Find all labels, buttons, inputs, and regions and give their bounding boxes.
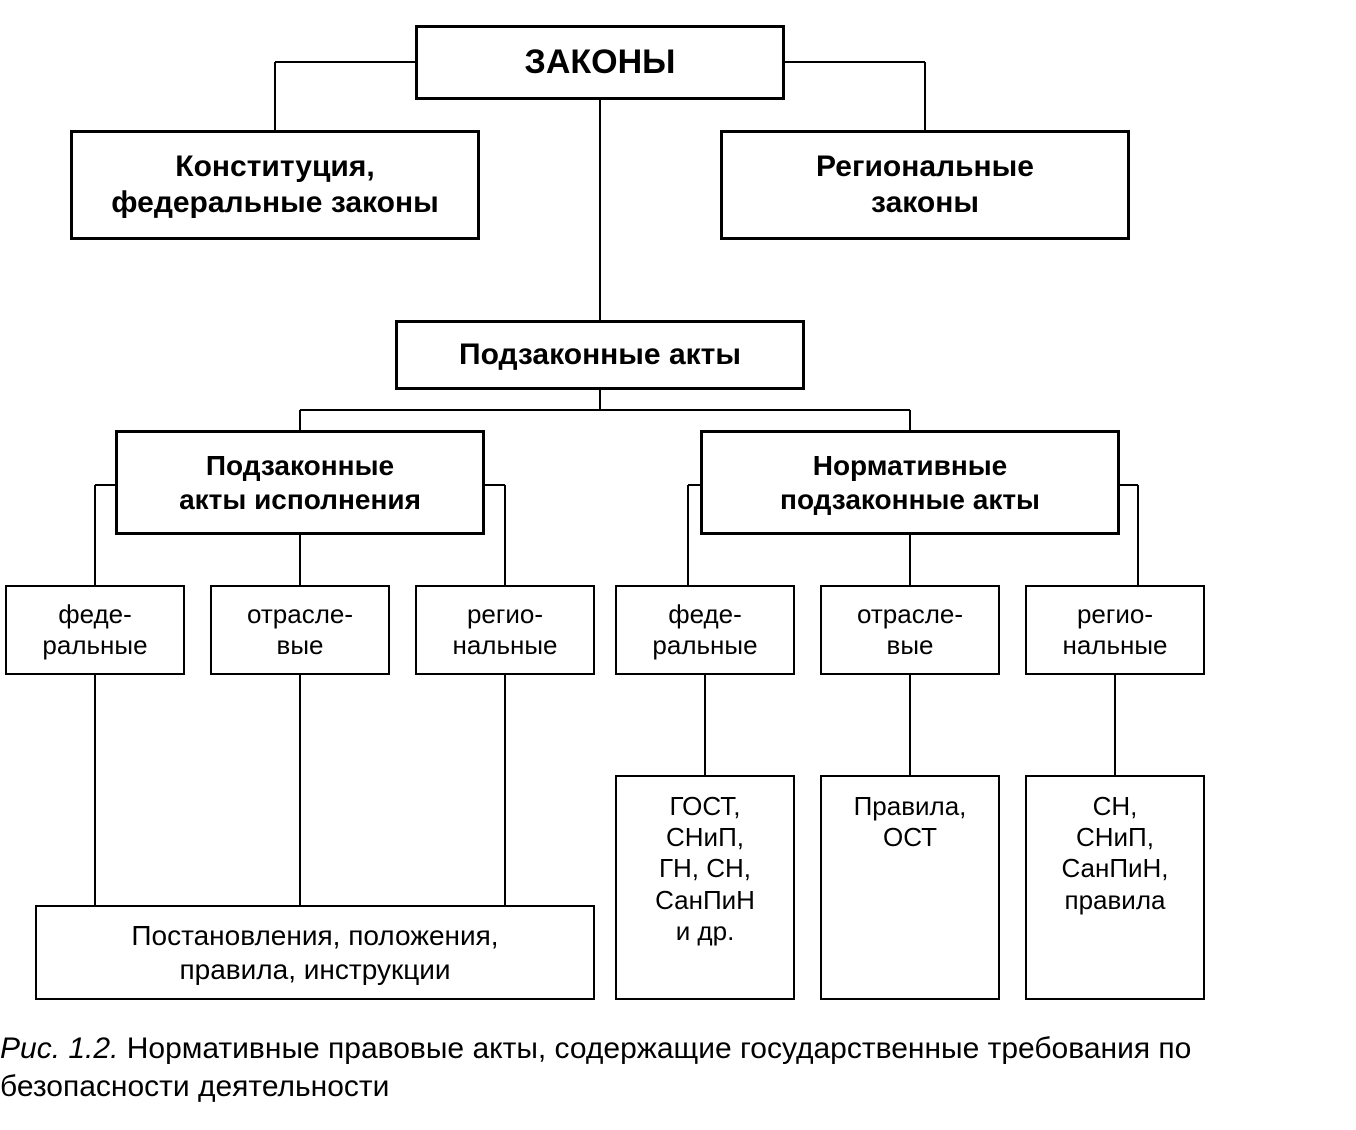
node-normative-acts-label: Нормативныеподзаконные акты xyxy=(780,449,1040,516)
node-exec-regional: регио-нальные xyxy=(415,585,595,675)
node-exec-industry-label: отрасле-вые xyxy=(247,599,353,661)
node-norm-industry-result: Правила,ОСТ xyxy=(820,775,1000,1000)
node-sublaw-acts-label: Подзаконные акты xyxy=(459,337,741,373)
node-norm-regional-result-label: СН,СНиП,СанПиН,правила xyxy=(1061,791,1168,916)
node-norm-industry-label: отрасле-вые xyxy=(857,599,963,661)
node-exec-result: Постановления, положения,правила, инстру… xyxy=(35,905,595,1000)
node-norm-regional-label: регио-нальные xyxy=(1062,599,1167,661)
node-norm-federal-label: феде-ральные xyxy=(652,599,757,661)
node-exec-federal: феде-ральные xyxy=(5,585,185,675)
node-regional-laws: Региональныезаконы xyxy=(720,130,1130,240)
node-norm-federal-result-label: ГОСТ,СНиП,ГН, СН,СанПиНи др. xyxy=(655,791,755,947)
node-norm-industry-result-label: Правила,ОСТ xyxy=(854,791,967,853)
node-exec-acts-label: Подзаконныеакты исполнения xyxy=(179,449,421,516)
node-norm-federal-result: ГОСТ,СНиП,ГН, СН,СанПиНи др. xyxy=(615,775,795,1000)
node-norm-federal: феде-ральные xyxy=(615,585,795,675)
node-constitution-label: Конституция,федеральные законы xyxy=(111,149,438,221)
node-exec-regional-label: регио-нальные xyxy=(452,599,557,661)
node-root-label: ЗАКОНЫ xyxy=(525,42,676,83)
node-norm-regional-result: СН,СНиП,СанПиН,правила xyxy=(1025,775,1205,1000)
node-regional-laws-label: Региональныезаконы xyxy=(816,149,1034,221)
node-sublaw-acts: Подзаконные акты xyxy=(395,320,805,390)
figure-caption: Рис. 1.2. Нормативные правовые акты, сод… xyxy=(0,1030,1356,1105)
node-normative-acts: Нормативныеподзаконные акты xyxy=(700,430,1120,535)
figure-caption-prefix: Рис. 1.2. xyxy=(0,1032,118,1065)
node-norm-industry: отрасле-вые xyxy=(820,585,1000,675)
node-root: ЗАКОНЫ xyxy=(415,25,785,100)
node-exec-acts: Подзаконныеакты исполнения xyxy=(115,430,485,535)
node-exec-federal-label: феде-ральные xyxy=(42,599,147,661)
figure-caption-text: Нормативные правовые акты, содержащие го… xyxy=(0,1032,1191,1103)
node-norm-regional: регио-нальные xyxy=(1025,585,1205,675)
diagram-canvas: ЗАКОНЫ Конституция,федеральные законы Ре… xyxy=(0,0,1356,1130)
node-constitution: Конституция,федеральные законы xyxy=(70,130,480,240)
node-exec-result-label: Постановления, положения,правила, инстру… xyxy=(131,919,498,986)
node-exec-industry: отрасле-вые xyxy=(210,585,390,675)
